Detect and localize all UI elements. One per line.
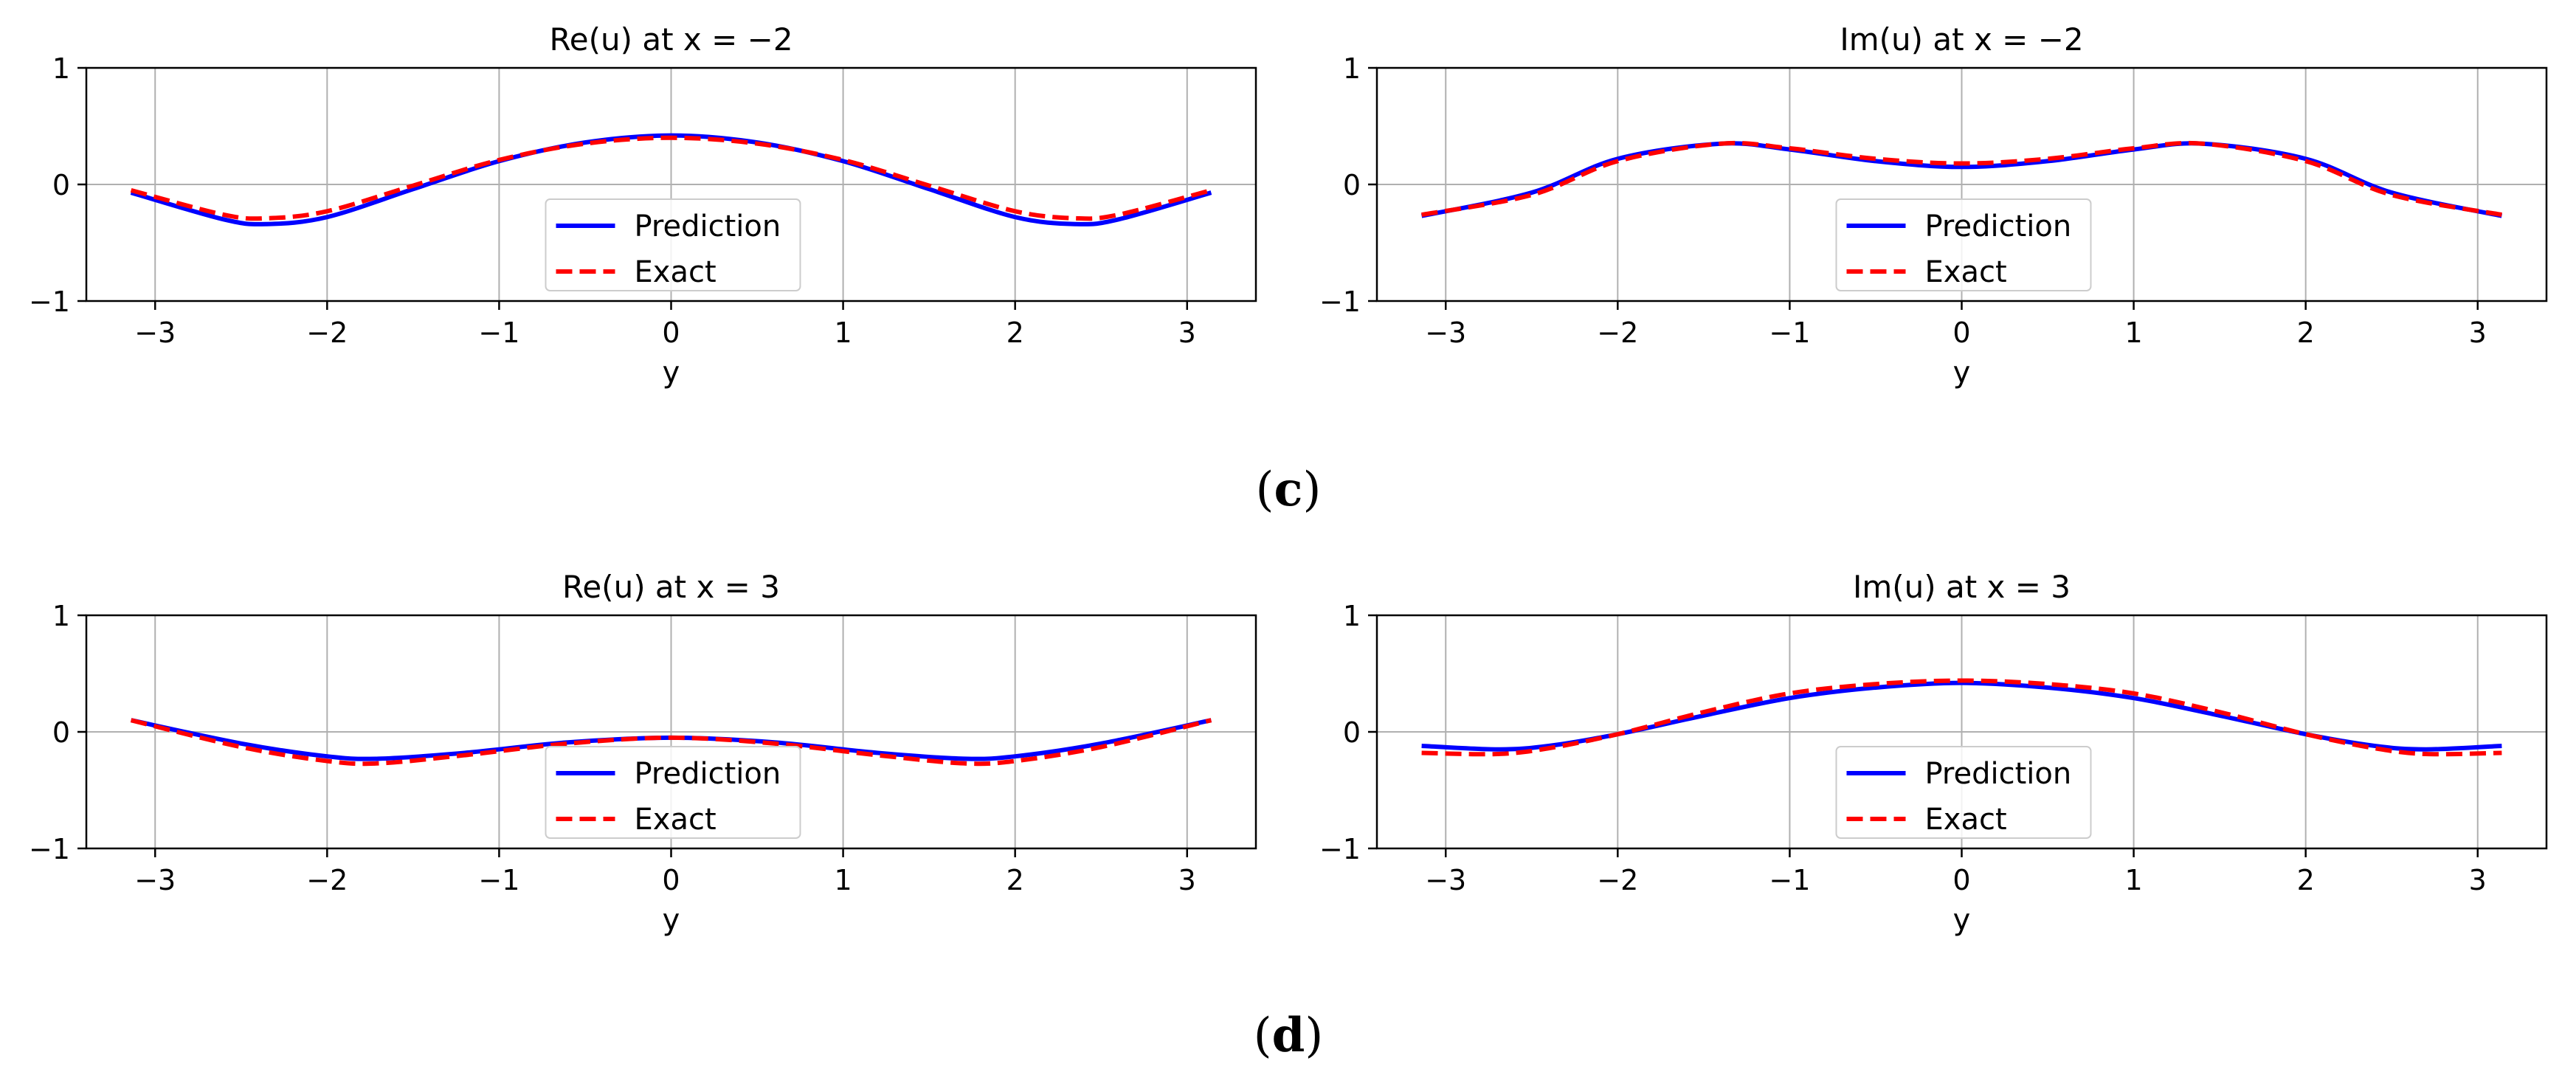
y-tick-label: −1: [1319, 833, 1361, 865]
x-tick-label: −3: [134, 317, 176, 349]
x-tick-label: 2: [2297, 864, 2315, 896]
y-tick-label: 0: [1343, 716, 1361, 749]
y-tick-label: 0: [52, 716, 70, 749]
y-tick-label: −1: [1319, 286, 1361, 318]
y-tick-label: 1: [52, 52, 70, 85]
y-tick-label: 1: [1343, 600, 1361, 632]
chart-2: −3 −2 −1 0 1 2 3 −1 0 1 Im(u) at x = −2 y Prediction…: [1319, 21, 2548, 390]
x-tick-label: −1: [1769, 864, 1810, 896]
series-line-exact: [130, 135, 1212, 221]
series-line-prediction: [1420, 141, 2503, 218]
y-tick-label: −1: [29, 833, 70, 865]
x-axis-label: y: [663, 356, 680, 390]
y-tick-label: 0: [52, 169, 70, 201]
x-tick-label: −1: [478, 317, 519, 349]
y-tick-label: 1: [52, 600, 70, 632]
x-tick-label: −2: [1597, 317, 1638, 349]
x-axis-label: y: [663, 903, 680, 937]
y-tick-label: −1: [29, 286, 70, 318]
x-tick-label: 0: [1952, 864, 1970, 896]
chart-title: Im(u) at x = 3: [1853, 569, 2071, 605]
x-tick-label: −3: [1425, 317, 1466, 349]
legend-label-prediction: Prediction: [1925, 757, 2072, 791]
panel-label-c-open: (: [1256, 463, 1274, 517]
x-tick-label: −1: [1769, 317, 1810, 349]
x-tick-label: 3: [1178, 317, 1196, 349]
panel-label-d-letter: d: [1272, 1008, 1305, 1063]
series-line-exact: [1421, 678, 2502, 757]
series-line-prediction: [130, 133, 1212, 226]
x-tick-label: 2: [1006, 864, 1024, 896]
legend-box: [1835, 746, 2092, 839]
x-tick-label: 0: [662, 317, 680, 349]
x-tick-label: 3: [2469, 864, 2487, 896]
x-tick-label: 3: [1178, 864, 1196, 896]
series-line-exact: [1421, 140, 2502, 218]
x-tick-label: −2: [306, 317, 348, 349]
x-axis-label: y: [1953, 903, 1971, 937]
x-tick-label: 1: [834, 317, 852, 349]
panel-label-d-close: ): [1305, 1009, 1323, 1063]
x-tick-label: 1: [2124, 317, 2142, 349]
chart-1: −3 −2 −1 0 1 2 3 −1 0 1 Re(u) at x = −2 y Prediction…: [29, 21, 1257, 390]
panel-label-d: (d): [1254, 1008, 1324, 1063]
series-line-exact: [130, 718, 1212, 767]
legend-label-prediction: Prediction: [635, 757, 781, 791]
legend-label-exact: Exact: [635, 803, 716, 837]
panel-label-c-letter: c: [1274, 462, 1303, 517]
legend-label-exact: Exact: [1925, 255, 2007, 289]
y-tick-label: 0: [1343, 169, 1361, 201]
x-axis-label: y: [1953, 356, 1971, 390]
legend-box: [545, 198, 801, 291]
chart-title: Im(u) at x = −2: [1840, 21, 2083, 58]
y-tick-label: 1: [1343, 52, 1361, 85]
x-tick-label: −2: [306, 864, 348, 896]
chart-title: Re(u) at x = 3: [562, 569, 780, 605]
x-tick-label: −2: [1597, 864, 1638, 896]
x-tick-label: 3: [2469, 317, 2487, 349]
legend-label-prediction: Prediction: [635, 210, 781, 243]
legend-label-prediction: Prediction: [1925, 210, 2072, 243]
legend-box: [545, 746, 801, 839]
panel-label-d-open: (: [1254, 1009, 1272, 1063]
x-tick-label: −1: [478, 864, 519, 896]
chart-3: −3 −2 −1 0 1 2 3 −1 0 1 Re(u) at x = 3 y Prediction E…: [29, 569, 1257, 937]
panel-label-c-close: ): [1302, 463, 1321, 517]
x-tick-label: 1: [2124, 864, 2142, 896]
legend-box: [1835, 198, 2092, 291]
x-tick-label: 2: [2297, 317, 2315, 349]
x-tick-label: 2: [1006, 317, 1024, 349]
x-tick-label: 0: [1952, 317, 1970, 349]
legend-label-exact: Exact: [635, 255, 716, 289]
panel-label-c: (c): [1256, 462, 1322, 517]
x-tick-label: 1: [834, 864, 852, 896]
x-tick-label: −3: [134, 864, 176, 896]
chart-4: −3 −2 −1 0 1 2 3 −1 0 1 Im(u) at x = 3 y Prediction E…: [1319, 569, 2548, 937]
x-tick-label: −3: [1425, 864, 1466, 896]
legend-label-exact: Exact: [1925, 803, 2007, 837]
x-tick-label: 0: [662, 864, 680, 896]
chart-title: Re(u) at x = −2: [549, 21, 793, 58]
